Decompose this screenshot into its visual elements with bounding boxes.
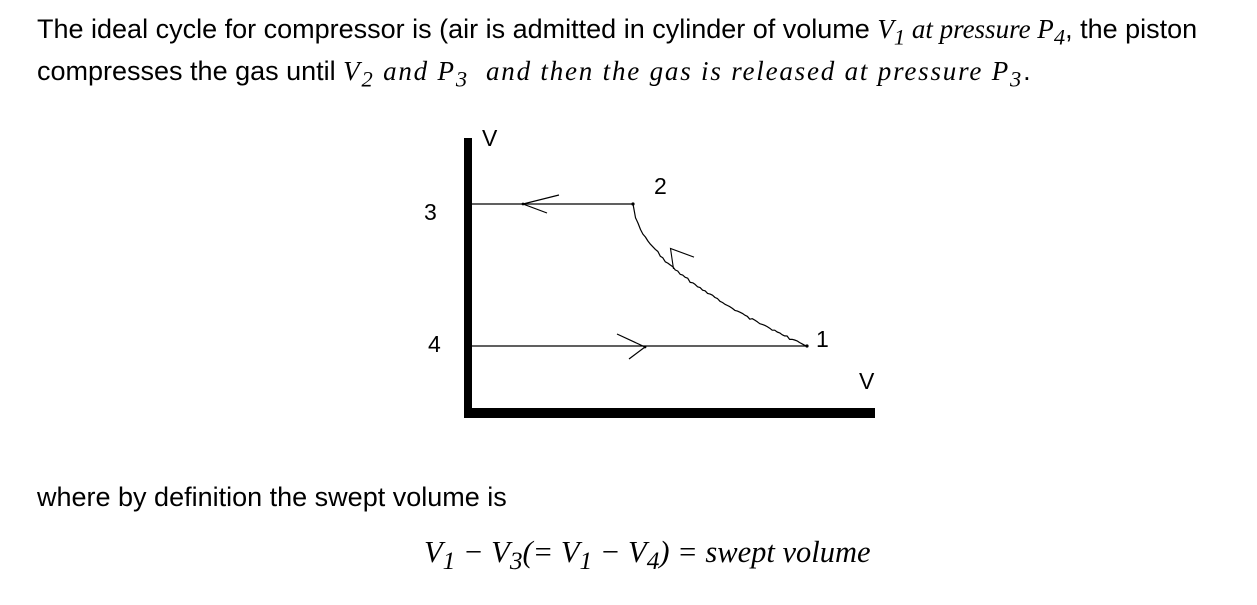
svg-text:4: 4 bbox=[428, 331, 441, 357]
svg-text:1: 1 bbox=[816, 326, 829, 352]
svg-text:3: 3 bbox=[424, 199, 437, 225]
svg-text:2: 2 bbox=[654, 173, 667, 199]
svg-text:V: V bbox=[859, 368, 875, 394]
svg-text:V: V bbox=[482, 125, 498, 151]
